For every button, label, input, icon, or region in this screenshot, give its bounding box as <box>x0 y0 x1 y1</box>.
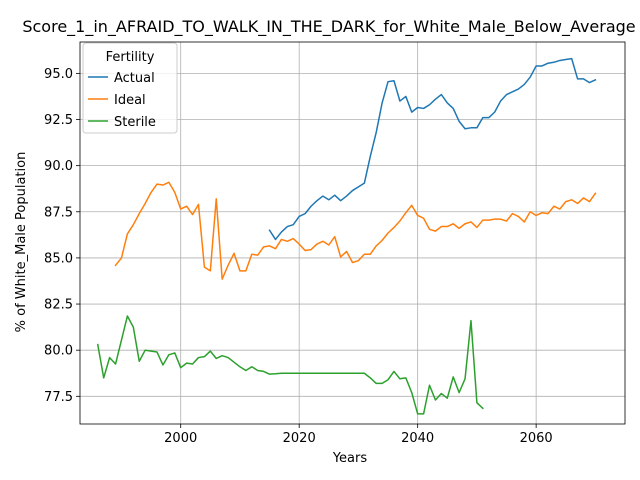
x-tick-label: 2000 <box>164 431 197 446</box>
legend-title: Fertility <box>106 50 155 65</box>
x-tick-label: 2040 <box>401 431 434 446</box>
legend-label-ideal: Ideal <box>114 93 146 108</box>
legend-entries: Actual Ideal Sterile <box>88 71 156 130</box>
y-tick-label: 85.0 <box>44 251 73 266</box>
series-lines <box>96 57 597 415</box>
chart-title: Score_1_in_AFRAID_TO_WALK_IN_THE_DARK_fo… <box>22 17 635 37</box>
plot-frame <box>79 41 626 425</box>
y-axis-label: % of White_Male Population <box>14 152 29 333</box>
x-tick-label: 2020 <box>283 431 316 446</box>
series-line-ideal <box>114 181 597 280</box>
grid <box>80 42 625 424</box>
y-tick-label: 95.0 <box>44 67 73 82</box>
y-tick-label: 77.5 <box>44 390 73 405</box>
y-tick-label: 92.5 <box>44 113 73 128</box>
y-tick-label: 82.5 <box>44 298 73 313</box>
y-tick-label: 80.0 <box>44 344 73 359</box>
y-tick-label: 90.0 <box>44 159 73 174</box>
axis-ticks: 2000 2020 2040 2060 77.5 80.0 82.5 85.0 87.5 90.0… <box>44 67 553 446</box>
series-line-actual <box>268 57 597 241</box>
x-tick-label: 2060 <box>520 431 553 446</box>
legend-label-actual: Actual <box>114 71 155 86</box>
legend-label-sterile: Sterile <box>114 115 156 130</box>
x-axis-label: Years <box>332 451 368 466</box>
legend: Fertility Actual Ideal Sterile <box>82 42 178 134</box>
y-tick-label: 87.5 <box>44 205 73 220</box>
series-line-sterile <box>96 315 484 415</box>
legend-box <box>82 42 178 134</box>
